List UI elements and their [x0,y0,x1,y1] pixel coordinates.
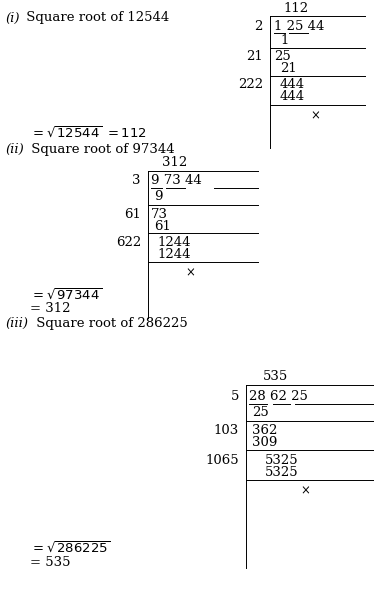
Text: 1: 1 [280,35,288,47]
Text: Square root of 97344: Square root of 97344 [27,142,175,156]
Text: Square root of 286225: Square root of 286225 [32,317,188,330]
Text: ×: × [300,485,310,497]
Text: 61: 61 [154,219,171,232]
Text: 112: 112 [283,1,308,15]
Text: $= \sqrt{12544}\ = 112$: $= \sqrt{12544}\ = 112$ [30,125,147,140]
Text: 1065: 1065 [205,454,239,466]
Text: 1244: 1244 [157,247,190,260]
Text: 1 25 44: 1 25 44 [274,19,324,32]
Text: 312: 312 [162,156,187,170]
Text: 61: 61 [124,207,141,221]
Text: 28 62 25: 28 62 25 [249,390,308,402]
Text: ×: × [185,266,195,280]
Text: 5325: 5325 [265,466,298,478]
Text: 1244: 1244 [157,235,190,249]
Text: 309: 309 [252,435,278,449]
Text: $= \sqrt{97344}$: $= \sqrt{97344}$ [30,288,102,303]
Text: 362: 362 [252,424,278,437]
Text: 25: 25 [274,50,291,63]
Text: ×: × [310,109,320,122]
Text: 73: 73 [151,207,168,221]
Text: 2: 2 [255,19,263,32]
Text: 9: 9 [154,190,162,204]
Text: = 312: = 312 [30,302,71,314]
Text: 535: 535 [263,370,288,382]
Text: (ii): (ii) [5,142,24,156]
Text: 5325: 5325 [265,454,298,466]
Text: Square root of 12544: Square root of 12544 [22,12,169,24]
Text: 21: 21 [246,50,263,63]
Text: (i): (i) [5,12,19,24]
Text: 444: 444 [280,91,305,103]
Text: $= \sqrt{286225}$: $= \sqrt{286225}$ [30,541,111,556]
Text: 622: 622 [116,235,141,249]
Text: 222: 222 [238,78,263,91]
Text: (iii): (iii) [5,317,28,330]
Text: 444: 444 [280,78,305,91]
Text: 21: 21 [280,63,297,75]
Text: 5: 5 [231,390,239,402]
Text: 25: 25 [252,407,269,420]
Text: = 535: = 535 [30,556,71,570]
Text: 3: 3 [132,174,141,187]
Text: 103: 103 [214,424,239,437]
Text: 9 73 44: 9 73 44 [151,174,202,187]
